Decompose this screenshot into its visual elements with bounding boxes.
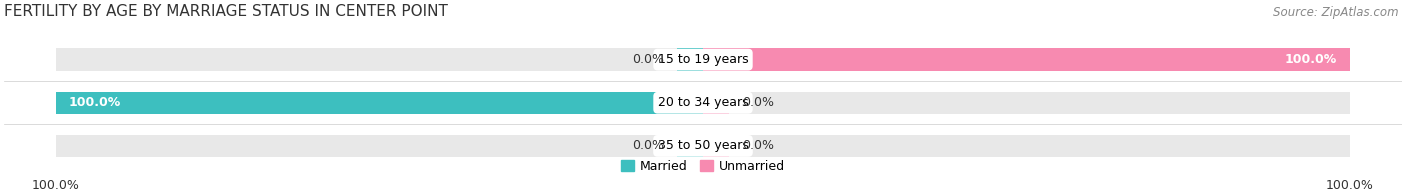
- Text: 100.0%: 100.0%: [1285, 53, 1337, 66]
- Legend: Married, Unmarried: Married, Unmarried: [621, 160, 785, 173]
- Text: 100.0%: 100.0%: [69, 96, 121, 109]
- Text: Source: ZipAtlas.com: Source: ZipAtlas.com: [1274, 6, 1399, 19]
- Bar: [678, 48, 703, 71]
- Bar: [703, 48, 1350, 71]
- Text: 0.0%: 0.0%: [633, 53, 664, 66]
- Text: 0.0%: 0.0%: [742, 139, 773, 152]
- Text: 15 to 19 years: 15 to 19 years: [658, 53, 748, 66]
- Text: 20 to 34 years: 20 to 34 years: [658, 96, 748, 109]
- Bar: [56, 135, 1350, 157]
- Bar: [56, 48, 1350, 71]
- Text: 0.0%: 0.0%: [633, 139, 664, 152]
- Text: 0.0%: 0.0%: [742, 96, 773, 109]
- Bar: [56, 92, 703, 114]
- Bar: [703, 92, 728, 114]
- Bar: [56, 92, 1350, 114]
- Text: 35 to 50 years: 35 to 50 years: [658, 139, 748, 152]
- Text: FERTILITY BY AGE BY MARRIAGE STATUS IN CENTER POINT: FERTILITY BY AGE BY MARRIAGE STATUS IN C…: [4, 4, 449, 19]
- Bar: [678, 135, 703, 157]
- Bar: [703, 135, 728, 157]
